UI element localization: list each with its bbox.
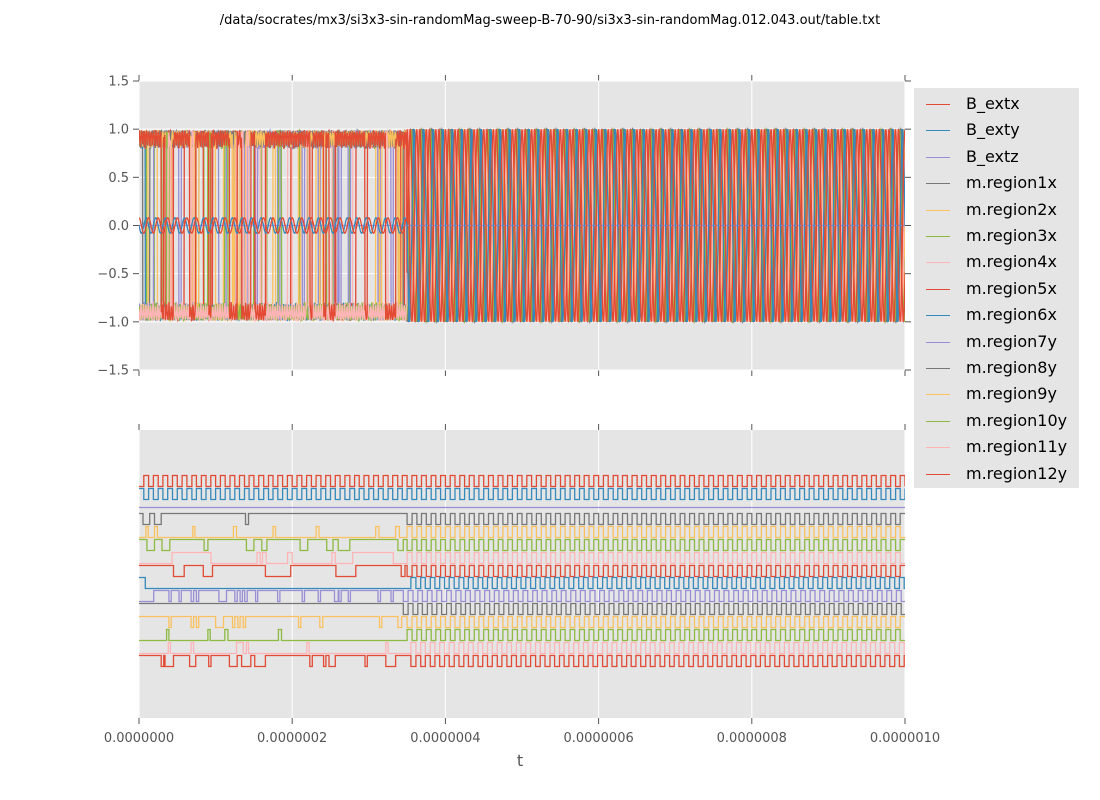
legend-label: B_extz (966, 147, 1019, 166)
legend-item: m.region6x (914, 304, 1079, 330)
legend-line-swatch (926, 104, 950, 105)
x-tick-label: 0.0000006 (563, 731, 633, 746)
legend-line-swatch (926, 130, 950, 131)
legend-line-swatch (926, 368, 950, 369)
legend-label: m.region5x (966, 279, 1057, 298)
x-tick-label: 0.0000008 (717, 731, 787, 746)
legend-label: B_exty (966, 120, 1020, 139)
legend-item: m.region2x (914, 199, 1079, 225)
legend-line-swatch (926, 210, 950, 211)
legend-item: B_exty (914, 119, 1079, 145)
bottom-series-b-extx (139, 476, 905, 487)
legend-label: m.region4x (966, 252, 1057, 271)
legend-line-swatch (926, 421, 950, 422)
legend-line-swatch (926, 342, 950, 343)
top-y-tick-label: 0.5 (108, 171, 129, 186)
top-y-tick-label: −0.5 (97, 267, 129, 282)
legend-item: m.region9y (914, 383, 1079, 409)
legend-line-swatch (926, 447, 950, 448)
x-tick-label: 0.0000002 (257, 731, 327, 746)
bottom-series-m-region3x (139, 540, 905, 551)
legend-item: m.region1x (914, 172, 1079, 198)
top-series-group (139, 129, 905, 322)
bottom-series-b-exty (139, 489, 905, 500)
bottom-axes: 0.0000000 0.0000002 0.0000004 0.0000006 0.00… (104, 424, 940, 770)
legend-item: m.region10y (914, 410, 1079, 436)
legend-line-swatch (926, 157, 950, 158)
top-axes: 1.5 1.0 0.5 0.0 −0.5 −1.0 −1.5 (97, 75, 911, 379)
top-y-tick-label: −1.0 (97, 315, 129, 330)
legend-line-swatch (926, 262, 950, 263)
legend-label: B_extx (966, 94, 1020, 113)
legend-line-swatch (926, 236, 950, 237)
legend-item: m.region5x (914, 278, 1079, 304)
legend-item: B_extz (914, 146, 1079, 172)
legend-label: m.region1x (966, 173, 1057, 192)
legend-label: m.region11y (966, 437, 1067, 456)
legend-item: B_extx (914, 93, 1079, 119)
legend: B_extx B_exty B_extz m.region1x m.region2x m.… (914, 88, 1079, 488)
legend-label: m.region7y (966, 332, 1057, 351)
legend-item: m.region4x (914, 251, 1079, 277)
legend-line-swatch (926, 394, 950, 395)
x-tick-label: 0.0000000 (104, 731, 174, 746)
legend-label: m.region10y (966, 411, 1067, 430)
legend-line-swatch (926, 315, 950, 316)
legend-item: m.region12y (914, 463, 1079, 489)
x-axis-label: t (517, 751, 523, 770)
legend-item: m.region8y (914, 357, 1079, 383)
legend-item: m.region11y (914, 436, 1079, 462)
legend-label: m.region3x (966, 226, 1057, 245)
top-y-tick-label: −1.5 (97, 364, 129, 379)
legend-item: m.region7y (914, 331, 1079, 357)
top-y-tick-label: 1.5 (108, 75, 129, 90)
x-tick-label: 0.0000004 (410, 731, 480, 746)
legend-label: m.region6x (966, 305, 1057, 324)
legend-item: m.region3x (914, 225, 1079, 251)
x-tick-label: 0.0000010 (870, 731, 940, 746)
legend-line-swatch (926, 289, 950, 290)
legend-label: m.region8y (966, 358, 1057, 377)
legend-line-swatch (926, 183, 950, 184)
legend-label: m.region2x (966, 200, 1057, 219)
top-y-tick-label: 1.0 (108, 123, 129, 138)
legend-label: m.region9y (966, 384, 1057, 403)
legend-label: m.region12y (966, 464, 1067, 483)
top-y-tick-label: 0.0 (108, 219, 129, 234)
legend-line-swatch (926, 474, 950, 475)
